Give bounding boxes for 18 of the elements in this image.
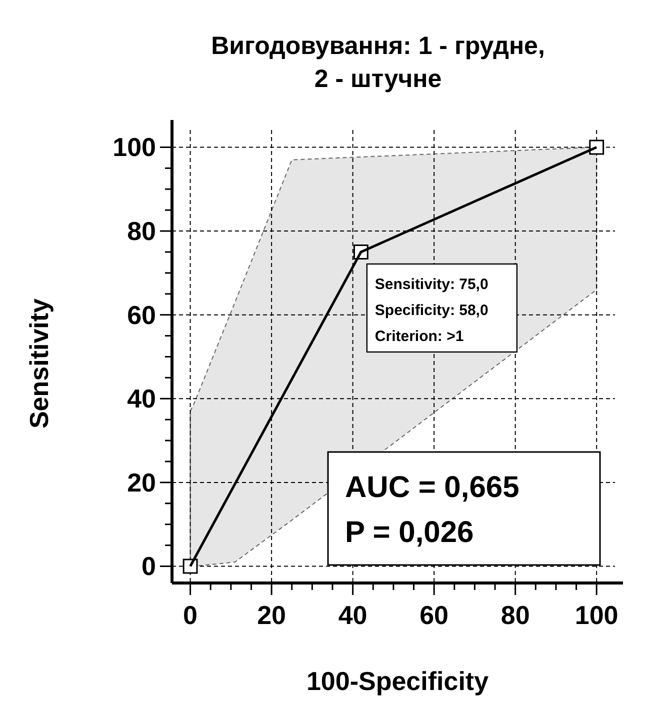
x-tick-label: 60 [420, 600, 449, 630]
x-axis-title: 100-Specificity [306, 666, 490, 696]
annotation: AUC = 0,665 P = 0,026 [345, 471, 520, 549]
chart-title: Вигодовування: 1 - грудне, 2 - штучне [211, 32, 545, 93]
annotation: Sensitivity: 75,0 Specificity: 58,0 Criterion: >1 [374, 276, 488, 345]
x-tick-label: 0 [183, 600, 198, 630]
y-tick-label: 20 [127, 467, 156, 498]
y-axis-title: Sensitivity [24, 298, 54, 429]
x-tick-label: 80 [500, 600, 530, 630]
y-tick-label: 80 [127, 216, 156, 246]
x-tick-label: 100 [574, 600, 618, 630]
y-tick-label: 60 [127, 300, 156, 330]
y-tick-label: 100 [112, 132, 156, 162]
y-tick-label: 0 [142, 551, 156, 582]
x-tick-label: 20 [257, 600, 286, 630]
x-tick-label: 40 [338, 600, 368, 630]
y-tick-label: 40 [127, 384, 156, 414]
text-box: AUC = 0,665 P = 0,026 [327, 451, 601, 566]
